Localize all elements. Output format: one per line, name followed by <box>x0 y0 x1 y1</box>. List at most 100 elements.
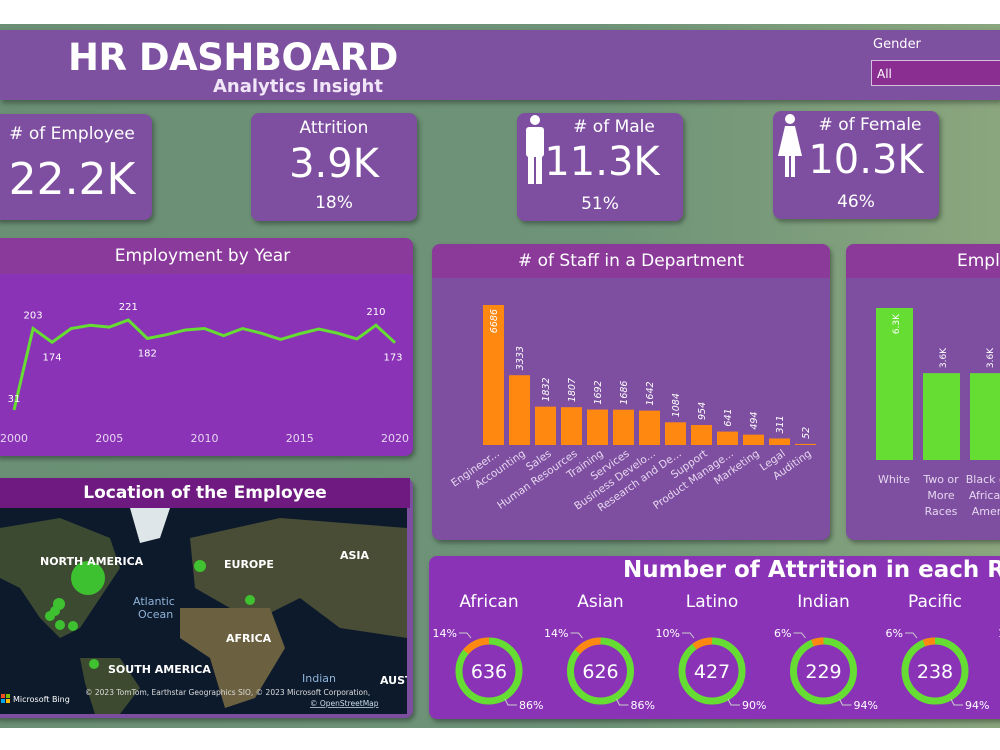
kpi-value: 11.3K <box>544 139 660 185</box>
gender-filter-label: Gender <box>873 37 921 52</box>
chart-title: # of Staff in a Department <box>432 244 830 278</box>
ethnicity-bar-chart: 6.3K White 3.6K Two or More Races 3.6K Black or… <box>876 308 1000 518</box>
africa-land <box>180 608 285 708</box>
chart-title: Emplo <box>846 244 1000 278</box>
staff-department-card: # of Staff in a Department <box>432 244 830 540</box>
category-label: Black or <box>966 473 1000 486</box>
retained-percent: 86% <box>631 699 655 712</box>
leader-line <box>839 698 852 706</box>
data-label: 1832 <box>541 377 552 401</box>
chart-title: Location of the Employee <box>0 478 410 508</box>
kpi-label: # of Employee <box>9 124 135 144</box>
x-tick-label: 2005 <box>95 432 123 445</box>
kpi-male: # of Male 11.3K 51% <box>517 113 683 221</box>
map-label: NORTH AMERICA <box>40 555 144 568</box>
data-label: 3.6K <box>986 347 996 368</box>
attrition-donut-charts: African 636 14% 86% Asian 626 14% 86% Latino 427 1… <box>433 592 1000 712</box>
department-bar <box>561 407 582 445</box>
x-tick-label: 2020 <box>381 432 409 445</box>
department-bar <box>535 406 556 445</box>
ethnicity-bar <box>923 373 960 460</box>
data-label: 182 <box>138 348 157 359</box>
retained-percent: 86% <box>519 699 543 712</box>
donut-total: 427 <box>694 661 730 683</box>
x-tick-label: 2010 <box>191 432 219 445</box>
x-tick-label: 2015 <box>286 432 314 445</box>
map-label: AFRICA <box>226 632 272 645</box>
data-label: 210 <box>366 307 385 318</box>
greenland <box>130 508 170 543</box>
leader-line <box>682 632 695 639</box>
map-label: Ocean <box>138 608 173 621</box>
header-banner <box>0 30 1000 100</box>
openstreetmap-link[interactable]: © OpenStreetMap <box>310 699 379 708</box>
leader-line <box>905 632 918 639</box>
department-bar <box>639 410 660 445</box>
data-label: 3333 <box>515 346 526 370</box>
kpi-label: Attrition <box>299 118 369 138</box>
leader-line <box>950 698 963 706</box>
attrition-percent: 6% <box>774 627 791 640</box>
map-label: SOUTH AMERICA <box>108 663 211 676</box>
donut-total: 229 <box>805 661 841 683</box>
department-bar <box>613 409 634 445</box>
data-label: 203 <box>24 311 43 322</box>
donut-attrition-arc <box>678 637 746 705</box>
donut-attrition-arc <box>455 637 523 705</box>
employment-line <box>12 318 397 411</box>
data-label: 1084 <box>671 393 682 417</box>
leader-line <box>727 698 740 706</box>
kpi-label: # of Female <box>818 115 922 135</box>
category-label: Ameri <box>972 505 1000 518</box>
map-brand: Microsoft Bing <box>13 695 70 704</box>
leader-line <box>616 698 629 706</box>
map-label: AUST <box>380 674 407 687</box>
data-label: 6.3K <box>892 313 902 334</box>
data-label: 1692 <box>593 380 604 404</box>
south-america-land <box>80 658 140 714</box>
data-label: 494 <box>749 412 760 430</box>
kpi-attrition: Attrition 3.9K 18% <box>251 113 417 221</box>
donut-total: 626 <box>582 661 618 683</box>
category-label: Two or <box>922 473 959 486</box>
attrition-percent: 14% <box>544 627 568 640</box>
chart-title: Employment by Year <box>0 238 413 274</box>
employee-location-markers <box>45 560 255 669</box>
race-label: Indian <box>797 592 850 612</box>
donut-attrition-arc <box>567 637 634 705</box>
map-label: EUROPE <box>224 558 274 571</box>
page-title: HR DASHBOARD <box>68 36 398 79</box>
female-icon <box>778 114 802 177</box>
category-label: More <box>927 489 955 502</box>
department-bar <box>691 425 712 445</box>
map-label: Indian <box>302 672 336 685</box>
data-label: 6686 <box>489 309 500 333</box>
donut-total: 238 <box>917 661 953 683</box>
leader-line <box>504 698 517 706</box>
employee-location-map[interactable]: NORTH AMERICA EUROPE ASIA AFRICA SOUTH A… <box>0 508 407 714</box>
leader-line <box>459 632 472 639</box>
attrition-percent: 14% <box>433 627 457 640</box>
kpi-value: 10.3K <box>808 137 924 183</box>
department-bar <box>743 434 764 445</box>
ethnicity-bar <box>970 373 1000 460</box>
donut-total: 636 <box>471 661 507 683</box>
data-label: 31 <box>8 394 21 405</box>
attrition-percent: 10% <box>656 627 680 640</box>
map-label: ASIA <box>340 549 370 562</box>
kpi-value: 22.2K <box>8 154 136 205</box>
data-label: 1686 <box>619 381 630 405</box>
data-label: 3.6K <box>939 347 949 368</box>
department-bar-chart: 6686Engineer...3333Accounting1832Sales18… <box>449 305 816 514</box>
department-bar <box>717 431 738 445</box>
page-subtitle: Analytics Insight <box>213 76 383 97</box>
gender-filter-dropdown[interactable]: All <box>871 60 1000 86</box>
retained-percent: 94% <box>965 699 989 712</box>
leader-line <box>793 632 806 639</box>
attrition-percent: 14 <box>998 627 1000 640</box>
data-label: 52 <box>801 427 812 439</box>
data-label: 221 <box>119 302 138 313</box>
department-bar <box>483 305 504 445</box>
retained-percent: 90% <box>742 699 766 712</box>
kpi-percent: 18% <box>315 193 353 213</box>
